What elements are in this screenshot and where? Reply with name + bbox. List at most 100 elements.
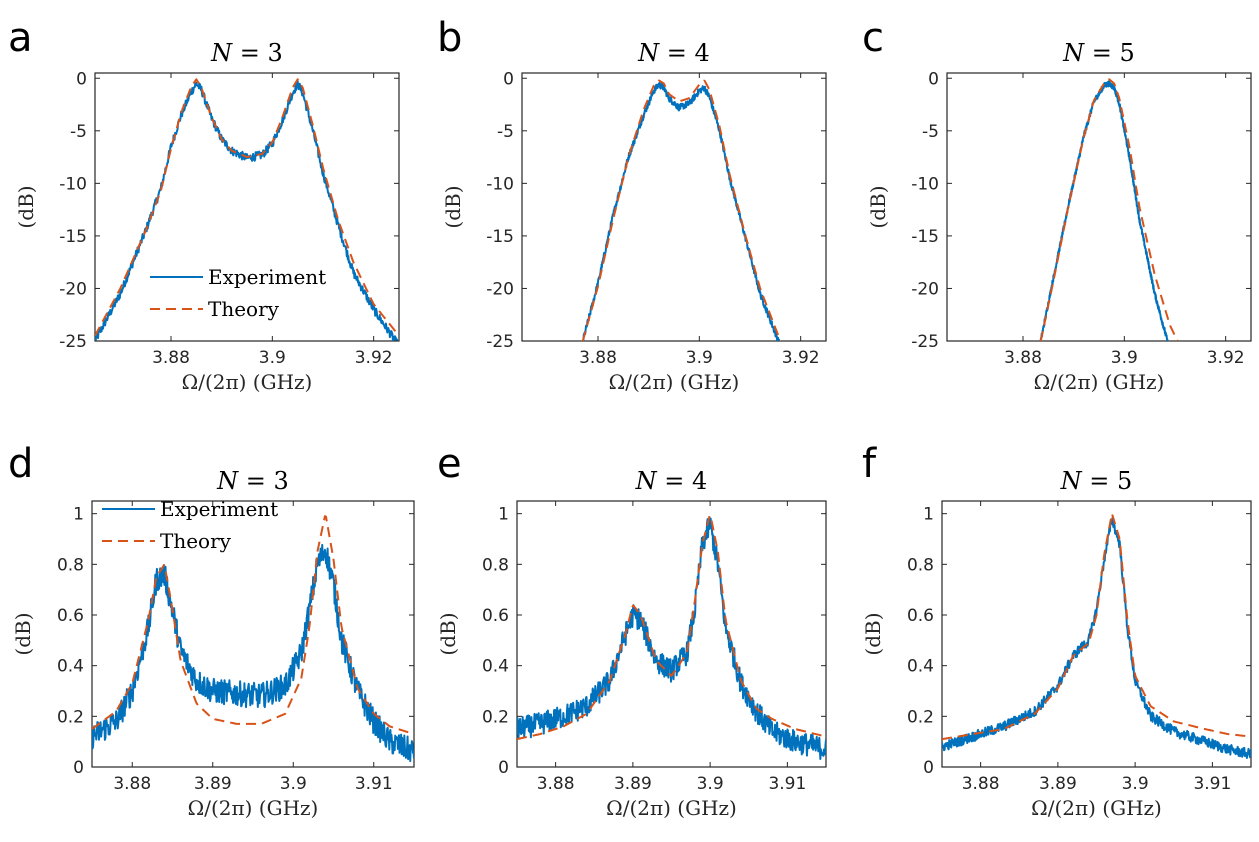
y-tick-label: -10 bbox=[486, 174, 514, 194]
panel-letter: f bbox=[862, 441, 877, 487]
series-experiment-line bbox=[1039, 79, 1169, 341]
legend-label-theory: Theory bbox=[160, 529, 232, 553]
legend-label-experiment: Experiment bbox=[160, 497, 278, 521]
y-tick-label: 0 bbox=[76, 69, 87, 89]
y-tick-label: -25 bbox=[59, 332, 87, 352]
y-tick-label: -15 bbox=[486, 227, 514, 247]
x-tick-label: 3.92 bbox=[782, 348, 820, 368]
chart-title: N = 3 bbox=[216, 467, 289, 495]
x-tick-label: 3.9 bbox=[1111, 348, 1138, 368]
chart-title: N = 4 bbox=[637, 39, 710, 67]
y-tick-label: 0 bbox=[923, 758, 934, 778]
y-tick-label: 0.4 bbox=[907, 657, 934, 677]
x-tick-label: 3.9 bbox=[1122, 774, 1149, 794]
y-tick-label: -25 bbox=[911, 332, 939, 352]
panel-e: e N = 4 3.88 3.89 3.9 3.91 0 0.2 0.4 0.6 0.8 1 Ω/(2π… bbox=[436, 441, 827, 820]
x-tick-label: 3.92 bbox=[355, 348, 393, 368]
x-tick-label: 3.88 bbox=[152, 348, 190, 368]
chart-title: N = 5 bbox=[1060, 467, 1133, 495]
series-group bbox=[92, 515, 414, 763]
plot-area bbox=[946, 72, 1252, 342]
y-tick-label: -10 bbox=[59, 174, 87, 194]
series-group bbox=[95, 78, 399, 341]
series-group bbox=[581, 79, 782, 341]
x-tick-label: 3.91 bbox=[1193, 774, 1231, 794]
y-tick-label: 0 bbox=[928, 69, 939, 89]
y-tick-label: -20 bbox=[59, 279, 87, 299]
y-axis-label: (dB) bbox=[14, 185, 38, 228]
title-variable: N bbox=[1062, 39, 1085, 67]
y-tick-label: 0.4 bbox=[57, 657, 84, 677]
series-theory-line bbox=[942, 512, 1251, 741]
y-tick-label: 0.8 bbox=[907, 555, 934, 575]
panel-c: c N = 5 3.88 3.9 3.92 0 -5 -10 -15 -20 -25 Ω/(2π) (… bbox=[862, 15, 1252, 394]
series-experiment-line bbox=[517, 517, 826, 760]
y-tick-label: -20 bbox=[486, 279, 514, 299]
y-tick-label: 0.2 bbox=[907, 707, 934, 727]
panel-letter: a bbox=[8, 15, 33, 61]
x-axis-label: Ω/(2π) (GHz) bbox=[1031, 796, 1162, 820]
chart-title: N = 4 bbox=[635, 467, 708, 495]
y-axis-label: (dB) bbox=[441, 185, 465, 228]
x-tick-label: 3.9 bbox=[697, 774, 724, 794]
panel-a: a N = 3 3.88 3.9 3.92 0 -5 -10 -15 -20 -25 Ω/(2π) (… bbox=[8, 15, 400, 394]
y-tick-label: 0 bbox=[503, 69, 514, 89]
y-tick-label: 1 bbox=[73, 505, 84, 525]
x-tick-label: 3.89 bbox=[614, 774, 652, 794]
x-tick-label: 3.88 bbox=[1004, 348, 1042, 368]
plot-area bbox=[941, 500, 1252, 768]
panel-letter: b bbox=[437, 15, 462, 61]
title-variable: N bbox=[1060, 467, 1083, 495]
y-tick-label: 0.8 bbox=[482, 555, 509, 575]
y-tick-label: 0 bbox=[498, 758, 509, 778]
title-value: = 4 bbox=[657, 467, 708, 495]
y-tick-label: 1 bbox=[498, 505, 509, 525]
panel-letter: e bbox=[437, 441, 462, 487]
plot-area bbox=[516, 500, 827, 768]
x-tick-label: 3.92 bbox=[1207, 348, 1245, 368]
series-group bbox=[517, 514, 826, 760]
x-tick-label: 3.91 bbox=[355, 774, 393, 794]
title-value: = 5 bbox=[1084, 39, 1135, 67]
y-tick-label: 0.2 bbox=[482, 707, 509, 727]
title-variable: N bbox=[216, 467, 239, 495]
y-tick-label: -25 bbox=[486, 332, 514, 352]
x-tick-label: 3.89 bbox=[1039, 774, 1077, 794]
y-tick-label: 0.8 bbox=[57, 555, 84, 575]
y-tick-label: 0.2 bbox=[57, 707, 84, 727]
y-tick-label: 0.6 bbox=[907, 606, 934, 626]
x-tick-label: 3.89 bbox=[194, 774, 232, 794]
y-tick-label: 0 bbox=[73, 758, 84, 778]
chart-title: N = 3 bbox=[210, 39, 283, 67]
y-axis-label: (dB) bbox=[866, 185, 890, 228]
title-variable: N bbox=[635, 467, 658, 495]
legend-label-theory: Theory bbox=[208, 297, 280, 321]
title-value: = 3 bbox=[232, 39, 283, 67]
chart-title: N = 5 bbox=[1062, 39, 1135, 67]
title-value: = 4 bbox=[659, 39, 710, 67]
y-tick-label: -20 bbox=[911, 279, 939, 299]
series-theory-line bbox=[581, 79, 782, 341]
panel-f: f N = 5 3.88 3.89 3.9 3.91 0 0.2 0.4 0.6 0.8 1 Ω/(2π… bbox=[861, 441, 1252, 820]
y-tick-label: -15 bbox=[911, 227, 939, 247]
legend-label-experiment: Experiment bbox=[208, 265, 326, 289]
x-axis-label: Ω/(2π) (GHz) bbox=[609, 370, 740, 394]
title-variable: N bbox=[210, 39, 233, 67]
title-value: = 3 bbox=[238, 467, 289, 495]
x-tick-label: 3.88 bbox=[962, 774, 1000, 794]
y-axis-label: (dB) bbox=[11, 612, 35, 655]
plot-area bbox=[521, 72, 827, 342]
series-experiment-line bbox=[581, 81, 781, 341]
panel-letter: c bbox=[862, 15, 884, 61]
x-tick-label: 3.9 bbox=[280, 774, 307, 794]
x-axis-label: Ω/(2π) (GHz) bbox=[1034, 370, 1165, 394]
x-tick-label: 3.88 bbox=[113, 774, 151, 794]
x-tick-label: 3.9 bbox=[259, 348, 286, 368]
legend: Experiment Theory bbox=[150, 265, 326, 321]
y-tick-label: 0.4 bbox=[482, 657, 509, 677]
y-tick-label: -10 bbox=[911, 174, 939, 194]
y-tick-label: 0.6 bbox=[482, 606, 509, 626]
title-variable: N bbox=[637, 39, 660, 67]
title-value: = 5 bbox=[1082, 467, 1133, 495]
